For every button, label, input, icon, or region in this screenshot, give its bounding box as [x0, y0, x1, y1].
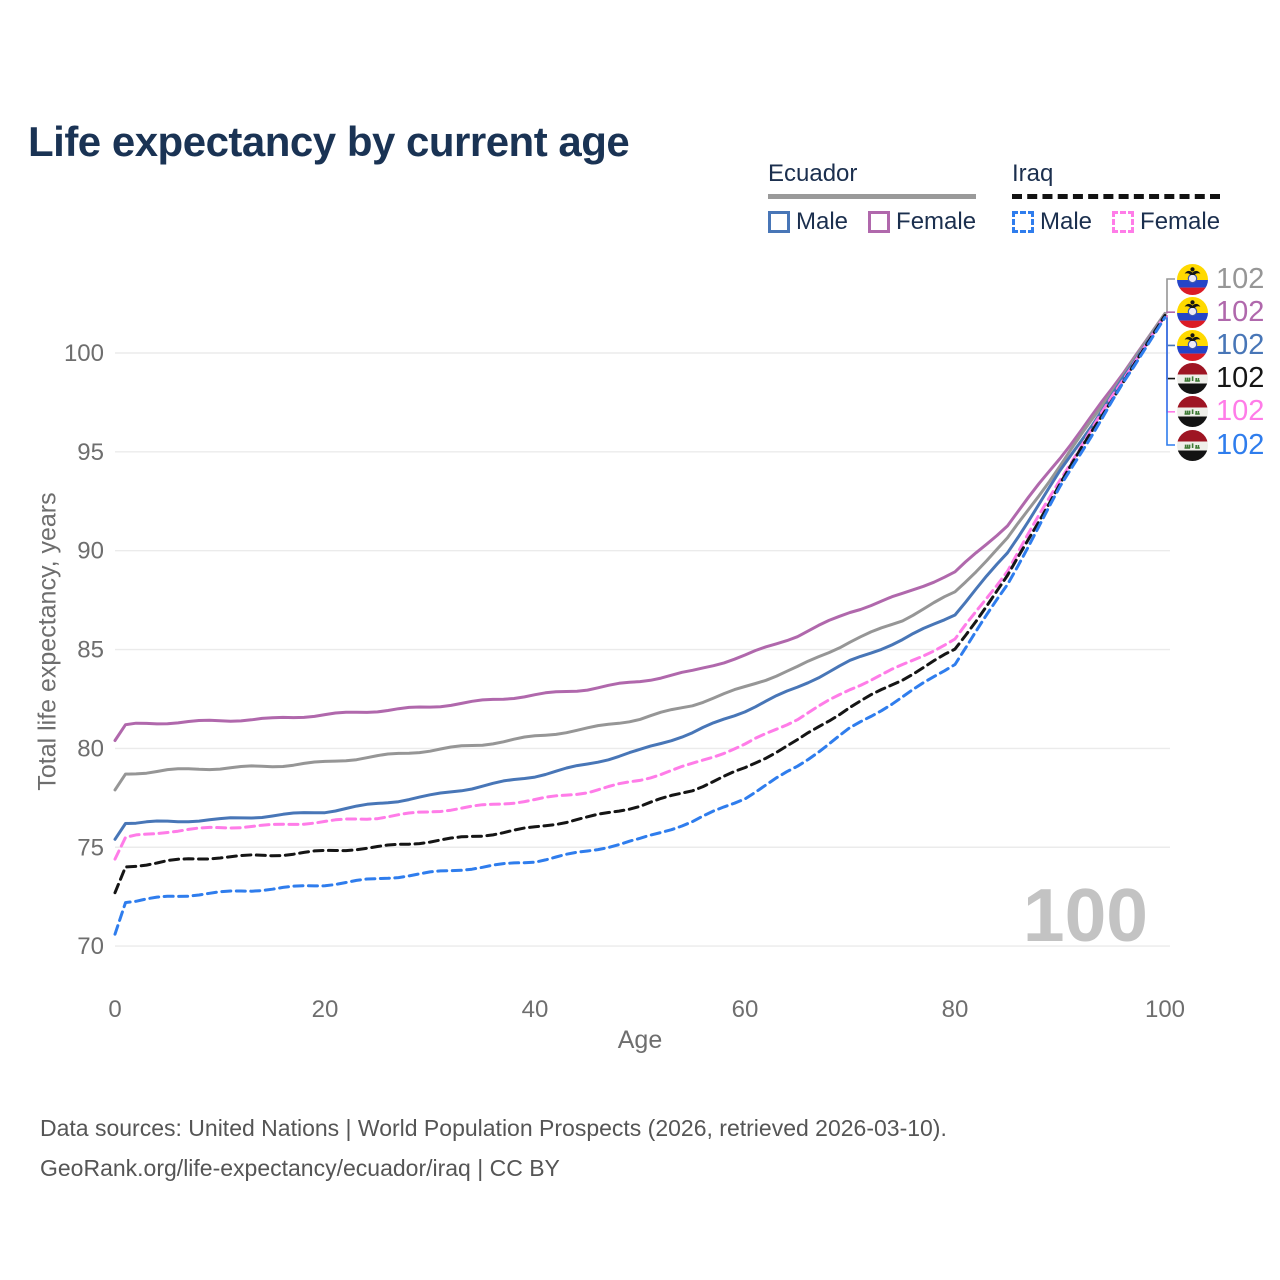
current-age-watermark: 100: [1022, 873, 1148, 957]
legend-ecuador-female-label[interactable]: Female: [896, 208, 977, 235]
legend-item-iraq-male[interactable]: Male: [1012, 208, 1092, 236]
series-line-iraq[interactable]: [113, 313, 1167, 895]
leader-line: [1166, 278, 1175, 314]
leader-line: [1166, 315, 1175, 413]
leader-line: [1166, 311, 1175, 314]
y-tick-label: 70: [77, 933, 104, 960]
y-tick-label: 100: [64, 340, 104, 367]
footer: Data sources: United Nations | World Pop…: [40, 1108, 947, 1188]
legend-iraq-male-label[interactable]: Male: [1040, 208, 1093, 235]
iraq-flag-icon: [1177, 429, 1208, 461]
ecuador-flag-icon: [1177, 296, 1208, 328]
x-tick-label: 80: [942, 996, 969, 1023]
legend-ecuador-label[interactable]: Ecuador: [768, 160, 858, 187]
leader-line: [1166, 315, 1175, 380]
legend-group-ecuador: Ecuador Male Female: [768, 160, 977, 236]
y-axis-title: Total life expectancy, years: [33, 492, 62, 791]
legend-iraq-label[interactable]: Iraq: [1012, 160, 1054, 187]
end-label-iraq-3: 102: [1177, 362, 1265, 395]
ecuador-female-swatch-icon[interactable]: [868, 211, 891, 233]
end-label-ecuador-1: 102: [1177, 296, 1264, 328]
footer-data-sources: Data sources: United Nations | World Pop…: [40, 1115, 947, 1141]
end-label-iraq-4: 102: [1177, 395, 1265, 428]
legend-ecuador-male-label[interactable]: Male: [796, 208, 849, 235]
end-label-value: 102: [1216, 362, 1265, 395]
iraq-male-swatch-icon[interactable]: [1012, 211, 1034, 233]
end-label-value: 102: [1216, 328, 1265, 361]
end-label-value: 102: [1216, 395, 1265, 428]
iraq-female-swatch-icon[interactable]: [1112, 211, 1135, 233]
end-label-ecuador-0: 102: [1177, 263, 1264, 295]
leader-line: [1166, 317, 1175, 446]
legend-item-iraq-female[interactable]: Female: [1112, 208, 1220, 236]
end-label-ecuador-2: 102: [1177, 329, 1264, 361]
end-label-value: 102: [1216, 262, 1265, 295]
footer-attribution-link: GeoRank.org/life-expectancy/ecuador/iraq…: [40, 1155, 560, 1181]
ecuador-flag-icon: [1177, 263, 1208, 295]
end-label-iraq-5: 102: [1177, 429, 1264, 461]
x-tick-label: 40: [522, 996, 549, 1023]
series-line-ecuador[interactable]: [113, 312, 1167, 792]
iraq-line-style-swatch: [1012, 194, 1221, 199]
iraq-flag-icon: [1177, 363, 1208, 395]
end-label-value: 102: [1216, 295, 1265, 328]
x-tick-label: 60: [732, 996, 759, 1023]
ecuador-line-style-swatch: [768, 194, 977, 199]
y-tick-label: 80: [77, 735, 104, 762]
series-line-iraq-female[interactable]: [113, 313, 1167, 861]
y-tick-label: 75: [77, 834, 104, 861]
iraq-flag-icon: [1177, 396, 1208, 428]
legend-iraq-female-label[interactable]: Female: [1140, 208, 1221, 235]
y-tick-label: 85: [77, 637, 104, 664]
x-axis-title: Age: [617, 1026, 663, 1054]
legend-item-ecuador-female[interactable]: Female: [868, 208, 976, 236]
leader-line: [1166, 315, 1175, 347]
ecuador-flag-icon: [1177, 329, 1208, 361]
y-tick-label: 90: [77, 538, 104, 565]
page-title: Life expectancy by current age: [28, 118, 630, 166]
x-tick-label: 100: [1145, 996, 1185, 1023]
series-line-iraq-male[interactable]: [113, 315, 1167, 936]
x-tick-label: 0: [108, 996, 121, 1023]
end-label-value: 102: [1216, 428, 1265, 461]
legend-group-iraq: Iraq Male Female: [1012, 160, 1221, 236]
legend-item-ecuador-male[interactable]: Male: [768, 208, 848, 236]
series-line-ecuador-female[interactable]: [113, 312, 1167, 742]
x-tick-label: 20: [312, 996, 339, 1023]
ecuador-male-swatch-icon[interactable]: [768, 211, 790, 233]
y-tick-label: 95: [77, 439, 104, 466]
series-line-ecuador-male[interactable]: [113, 313, 1167, 841]
